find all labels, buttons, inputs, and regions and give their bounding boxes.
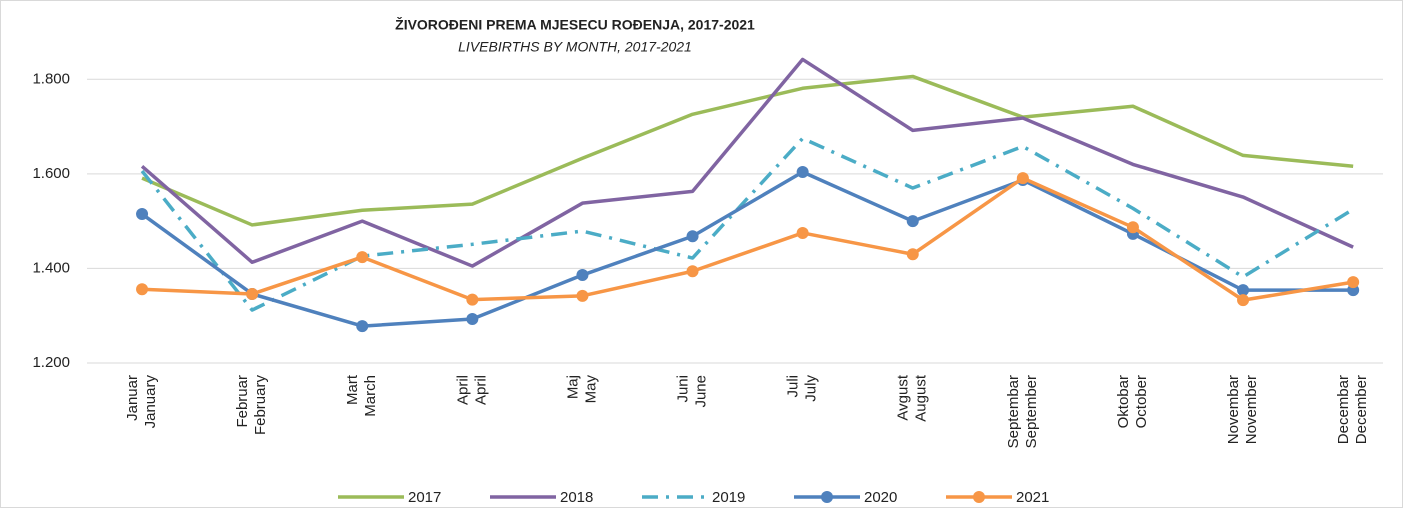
- x-tick-label: August: [913, 374, 930, 422]
- series-marker: [796, 226, 809, 239]
- x-tick-label: May: [582, 375, 599, 404]
- series-marker: [1016, 172, 1029, 185]
- series-marker: [686, 265, 699, 278]
- series-marker: [466, 313, 479, 326]
- series-marker: [686, 230, 699, 243]
- series-line: [141, 176, 1354, 302]
- legend-label: 2020: [864, 489, 897, 506]
- series-line: [141, 170, 1354, 328]
- chart-subtitle: LIVEBIRTHS BY MONTH, 2017-2021: [458, 39, 692, 55]
- series-marker: [1347, 276, 1360, 289]
- x-tick-label: Mart: [344, 374, 361, 405]
- x-tick-label: November: [1243, 375, 1260, 444]
- x-tick-label: April: [454, 375, 471, 405]
- series-marker: [906, 248, 919, 261]
- x-tick-label: March: [362, 375, 379, 417]
- x-tick-label: July: [803, 375, 820, 402]
- series-marker: [1237, 284, 1250, 297]
- series-marker: [136, 283, 149, 296]
- x-tick-label: Decembar: [1335, 375, 1352, 444]
- series-marker: [466, 293, 479, 306]
- y-tick-label: 1.200: [32, 354, 70, 371]
- y-tick-label: 1.800: [32, 70, 70, 87]
- x-tick-label: Oktobar: [1115, 375, 1132, 428]
- series-marker: [356, 320, 369, 333]
- x-tick-label: Avgust: [895, 374, 912, 420]
- series-marker: [796, 165, 809, 178]
- series-marker: [1237, 294, 1250, 307]
- y-tick-label: 1.400: [32, 259, 70, 276]
- x-tick-label: Februar: [234, 375, 251, 428]
- legend-marker: [973, 491, 985, 503]
- series-marker: [906, 215, 919, 228]
- x-tick-label: Juli: [785, 375, 802, 398]
- series-marker: [246, 287, 259, 300]
- x-tick-label: December: [1353, 375, 1370, 444]
- x-tick-label: Juni: [675, 375, 692, 403]
- x-tick-label: January: [142, 375, 159, 429]
- legend-label: 2017: [408, 489, 441, 506]
- series-marker: [1126, 221, 1139, 234]
- x-tick-label: Januar: [124, 375, 141, 421]
- x-tick-label: April: [472, 375, 489, 405]
- series-marker: [576, 269, 589, 282]
- legend-label: 2019: [712, 489, 745, 506]
- x-tick-label: February: [252, 375, 269, 436]
- series-line: [140, 57, 1354, 268]
- y-tick-label: 1.600: [32, 165, 70, 182]
- x-tick-label: September: [1023, 375, 1040, 448]
- x-tick-label: October: [1133, 375, 1150, 428]
- legend-label: 2018: [560, 489, 593, 506]
- legend-label: 2021: [1016, 489, 1049, 506]
- x-tick-label: Septembar: [1005, 375, 1022, 448]
- series-marker: [576, 289, 589, 302]
- legend-marker: [821, 491, 833, 503]
- series-marker: [356, 251, 369, 264]
- x-tick-label: Novembar: [1225, 375, 1242, 444]
- series-line: [141, 74, 1354, 227]
- x-tick-label: June: [693, 375, 710, 408]
- x-tick-label: Maj: [564, 375, 581, 399]
- series-marker: [136, 208, 149, 221]
- chart-title: ŽIVOROĐENI PREMA MJESECU ROĐENJA, 2017-2…: [395, 16, 755, 33]
